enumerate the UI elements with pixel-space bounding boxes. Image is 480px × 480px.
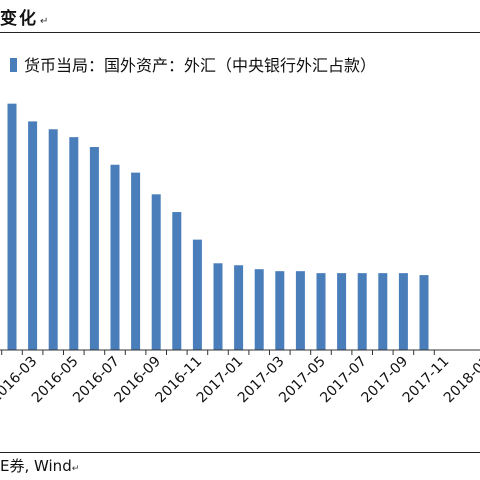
legend-swatch bbox=[10, 58, 17, 72]
bar bbox=[131, 172, 141, 350]
bar bbox=[357, 273, 367, 350]
bar bbox=[295, 271, 305, 350]
bar bbox=[48, 129, 58, 350]
bar bbox=[378, 273, 388, 350]
bar bbox=[254, 269, 264, 350]
bar bbox=[7, 103, 17, 351]
bar bbox=[69, 137, 79, 350]
bar bbox=[398, 273, 408, 350]
bar bbox=[110, 164, 120, 350]
chart-title-fragment: 变化 ↵ bbox=[0, 4, 50, 29]
bar bbox=[28, 121, 38, 350]
bar bbox=[89, 147, 99, 350]
title-text: 变化 bbox=[0, 9, 38, 29]
bar bbox=[419, 275, 429, 350]
bar bbox=[337, 273, 347, 350]
bar bbox=[275, 271, 285, 350]
bar bbox=[172, 212, 182, 350]
bar bbox=[234, 265, 244, 350]
bar bbox=[316, 273, 326, 350]
paragraph-mark: ↵ bbox=[40, 16, 51, 27]
paragraph-mark: ↵ bbox=[71, 464, 80, 474]
top-rule bbox=[0, 32, 480, 33]
legend-label: 货币当局：国外资产：外汇（中央银行外汇占款） bbox=[24, 56, 376, 75]
source-note: E券, Wind↵ bbox=[0, 455, 79, 476]
bottom-rule bbox=[0, 452, 480, 453]
bar bbox=[213, 263, 223, 350]
source-text: E券, Wind bbox=[0, 457, 72, 475]
bar bbox=[151, 194, 161, 350]
bar bbox=[192, 239, 202, 350]
